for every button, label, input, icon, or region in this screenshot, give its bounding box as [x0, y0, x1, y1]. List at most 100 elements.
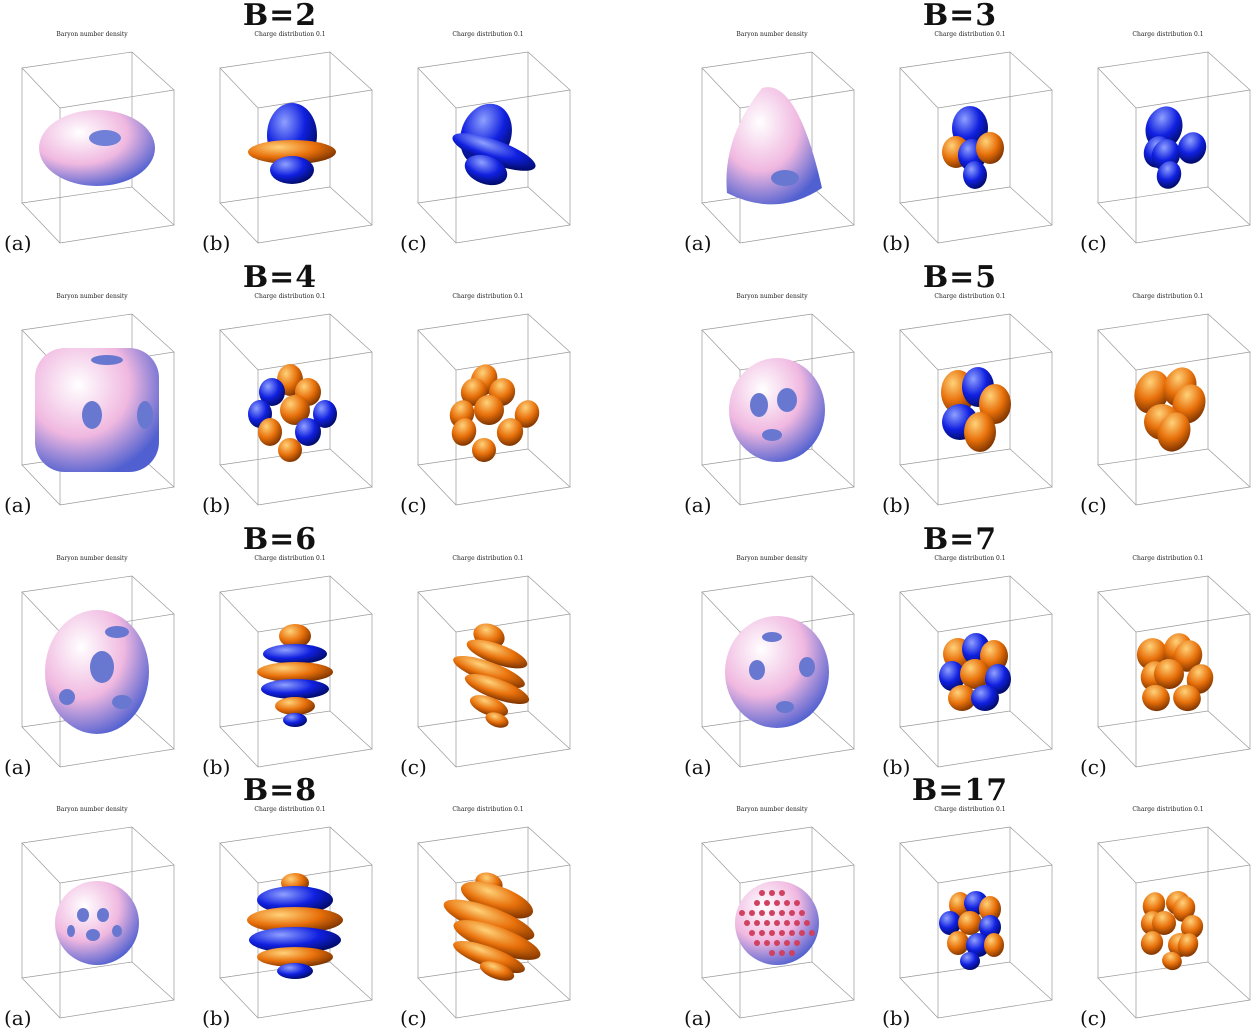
positive-lobe — [453, 940, 525, 974]
panel-plot — [701, 313, 855, 506]
figure-panel: Charge distribution 0.1 (b) — [880, 30, 1060, 255]
bounding-box — [1097, 51, 1251, 244]
figure-group: B=4 Baryon number density (a) Charge distri… — [0, 260, 571, 517]
density-hole — [762, 429, 782, 441]
positive-lobe — [460, 881, 534, 919]
panel-plot — [899, 826, 1053, 1019]
panel-caption: Charge distribution 0.1 — [254, 555, 326, 562]
panel-caption: Baryon number density — [56, 31, 128, 38]
density-hole — [749, 660, 765, 680]
negative-lobe — [1177, 132, 1207, 164]
panel-plot — [1097, 51, 1251, 244]
density-hole — [86, 929, 100, 941]
panel-label: (a) — [4, 231, 32, 255]
positive-lobe — [248, 140, 336, 164]
density-hole — [112, 695, 132, 709]
positive-lobe — [278, 438, 302, 462]
figure-panel: Charge distribution 0.1 (c) — [398, 30, 578, 255]
positive-lobe — [1173, 684, 1201, 712]
panel-caption: Charge distribution 0.1 — [452, 31, 524, 38]
density-hole — [754, 940, 760, 946]
panel-caption: Baryon number density — [56, 806, 128, 813]
figure-panel: Baryon number density (a) — [682, 30, 862, 255]
negative-lobe — [277, 963, 313, 979]
positive-lobe — [1172, 896, 1196, 922]
density-hole — [137, 401, 153, 429]
density-hole — [750, 393, 768, 417]
panel-plot — [1097, 313, 1251, 506]
density-hole — [90, 651, 114, 683]
panel-caption: Charge distribution 0.1 — [1132, 31, 1204, 38]
panel-plot — [701, 51, 855, 244]
panel-caption: Charge distribution 0.1 — [1132, 806, 1204, 813]
positive-lobe — [469, 695, 509, 717]
positive-lobe — [247, 907, 343, 933]
panel-plot — [219, 51, 373, 244]
positive-lobe — [979, 896, 1001, 922]
density-hole — [771, 170, 799, 186]
panel-label: (b) — [882, 755, 911, 779]
panel-caption: Baryon number density — [56, 555, 128, 562]
positive-lobe — [1134, 370, 1170, 414]
panel-plot — [417, 575, 571, 768]
negative-lobe — [939, 661, 965, 691]
panel-caption: Charge distribution 0.1 — [934, 31, 1006, 38]
density-hole — [779, 950, 785, 956]
panel-plot — [21, 51, 175, 244]
positive-lobe — [485, 712, 509, 728]
positive-lobe — [1140, 931, 1164, 955]
positive-lobe — [279, 624, 311, 648]
density-hole — [91, 355, 123, 365]
panel-label: (a) — [684, 231, 712, 255]
negative-lobe — [452, 133, 536, 171]
bounding-box — [899, 313, 1053, 506]
figure-panel: Charge distribution 0.1 (b) — [200, 554, 380, 779]
density-surface — [725, 616, 829, 728]
positive-lobe — [474, 395, 504, 425]
group-title: B=4 — [242, 260, 318, 295]
negative-lobe — [283, 713, 307, 727]
positive-lobe — [984, 933, 1004, 957]
density-hole — [774, 940, 780, 946]
positive-lobe — [958, 911, 982, 935]
density-hole — [754, 900, 760, 906]
density-hole — [77, 908, 89, 922]
negative-lobe — [295, 418, 321, 446]
positive-lobe — [1180, 915, 1204, 939]
density-hole — [769, 950, 775, 956]
density-hole — [799, 930, 805, 936]
panel-label: (a) — [684, 1006, 712, 1030]
panel-plot — [417, 826, 571, 1019]
panel-caption: Baryon number density — [736, 293, 808, 300]
panel-label: (b) — [202, 493, 231, 517]
group-title: B=5 — [922, 260, 998, 295]
negative-lobe — [960, 952, 980, 970]
panel-label: (b) — [202, 231, 231, 255]
figure-panel: Baryon number density (a) — [2, 30, 182, 255]
negative-lobe — [966, 933, 990, 957]
density-hole — [809, 930, 815, 936]
panel-label: (b) — [882, 493, 911, 517]
density-hole — [67, 925, 75, 937]
positive-lobe — [947, 931, 969, 955]
negative-lobe — [261, 679, 329, 699]
panel-label: (b) — [882, 1006, 911, 1030]
figure-panel: Charge distribution 0.1 (c) — [398, 292, 578, 517]
positive-lobe — [280, 395, 310, 425]
panel-label: (a) — [4, 493, 32, 517]
negative-lobe — [979, 915, 1001, 939]
figure-panel: Charge distribution 0.1 (c) — [1078, 805, 1253, 1030]
figure-group: B=7 Baryon number density (a) Charge distri… — [680, 522, 1251, 779]
figure-panel: Charge distribution 0.1 (c) — [1078, 292, 1253, 517]
panel-label: (b) — [882, 231, 911, 255]
panel-plot — [219, 575, 373, 768]
density-hole — [764, 920, 770, 926]
positive-lobe — [1162, 951, 1182, 971]
figure-panel: Baryon number density (a) — [2, 805, 182, 1030]
figure-group: B=2 Baryon number density (a) Charge distri… — [0, 0, 571, 255]
panel-label: (c) — [400, 493, 427, 517]
density-hole — [774, 920, 780, 926]
panel-plot — [899, 575, 1053, 768]
density-hole — [739, 910, 745, 916]
positive-lobe — [464, 674, 530, 704]
